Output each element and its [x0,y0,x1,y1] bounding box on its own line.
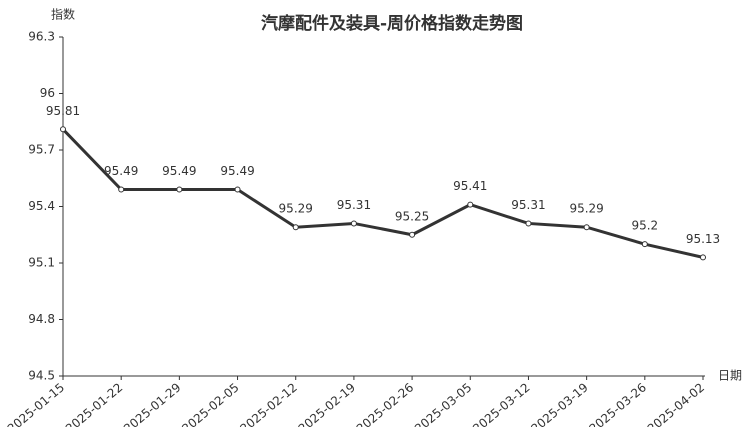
line [61,128,704,259]
point [409,231,416,238]
x-tick-label: 2025-01-29 [121,380,183,427]
x-tick-label: 2025-03-19 [528,380,590,427]
chart-title: 汽摩配件及装具-周价格指数走势图 [261,13,523,34]
data-label: 95.31 [337,198,371,212]
data-label: 95.29 [279,202,313,216]
y-tick-label: 95.7 [28,143,55,157]
point [641,241,648,248]
y-axis-label: 指数 [51,7,75,22]
data-label: 95.2 [631,219,658,233]
x-tick-label: 2025-02-19 [296,380,358,427]
data-label: 95.25 [395,209,429,223]
x-axis-label: 日期 [718,369,742,383]
y-tick-label: 95.4 [28,199,55,213]
x-tick-label: 2025-03-12 [470,380,532,427]
y-tick-label: 94.8 [28,312,55,326]
data-label: 95.29 [569,202,603,216]
data-label: 95.31 [511,198,545,212]
point [118,186,125,193]
point [467,201,474,208]
data-label: 95.49 [104,164,138,178]
point [583,224,590,231]
y-tick-label: 95.1 [28,256,55,270]
y-tick-label: 96.3 [28,30,55,44]
y-tick-label: 94.5 [28,369,55,383]
data-label: 95.13 [686,232,720,246]
x-tick-label: 2025-02-05 [179,380,241,427]
point [292,224,299,231]
data-label: 95.81 [46,104,80,118]
data-label: 95.49 [220,164,254,178]
x-tick-label: 2025-02-12 [237,380,299,427]
point [176,186,183,193]
x-tick-label: 2025-04-02 [645,380,707,427]
point [350,220,357,227]
x-tick-label: 2025-01-22 [63,380,125,427]
y-tick-label: 96 [40,86,55,100]
x-tick-label: 2025-03-05 [412,380,474,427]
point [60,126,66,133]
x-tick-label: 2025-02-26 [354,380,416,427]
x-tick-label: 2025-01-15 [5,380,67,427]
point [700,254,706,261]
point [234,186,241,193]
x-tick-label: 2025-03-26 [587,380,649,427]
point [525,220,532,227]
data-label: 95.41 [453,179,487,193]
data-label: 95.49 [162,164,196,178]
